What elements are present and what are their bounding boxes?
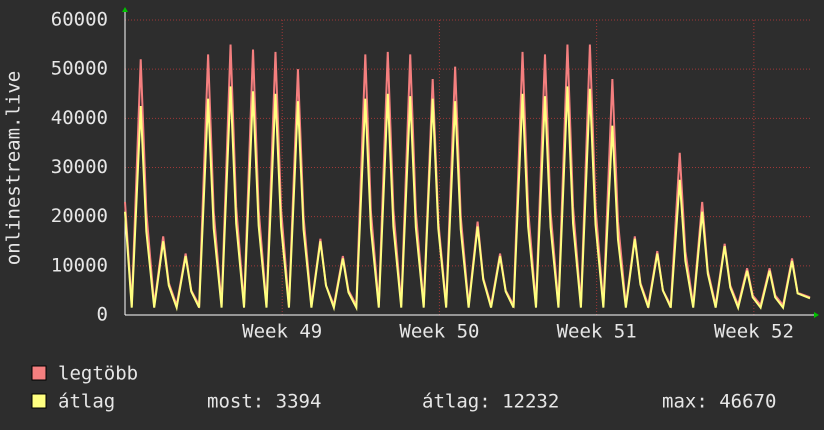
- series-line: [124, 86, 811, 312]
- y-tick-label: 30000: [51, 156, 108, 178]
- y-axis-label: onlinestream.live: [3, 71, 25, 265]
- y-tick-label: 60000: [51, 9, 108, 31]
- y-tick-label: 20000: [51, 205, 108, 227]
- x-tick-label: Week 52: [714, 321, 794, 343]
- legend-swatch: [31, 393, 47, 409]
- legend-swatch: [31, 365, 47, 381]
- legend-label: átlag: [58, 391, 115, 413]
- y-tick-label: 40000: [51, 107, 108, 129]
- y-tick-label: 0: [97, 304, 108, 326]
- stat-label: max: 46670: [662, 391, 776, 413]
- stat-label: átlag: 12232: [422, 391, 559, 413]
- legend-label: legtöbb: [58, 363, 138, 385]
- x-tick-label: Week 50: [399, 321, 479, 343]
- x-tick-label: Week 49: [242, 321, 322, 343]
- y-tick-label: 10000: [51, 254, 108, 276]
- stat-label: most: 3394: [207, 391, 321, 413]
- axis-arrow: [122, 7, 128, 12]
- axis-arrow: [814, 312, 819, 318]
- y-tick-label: 50000: [51, 58, 108, 80]
- x-tick-label: Week 51: [557, 321, 637, 343]
